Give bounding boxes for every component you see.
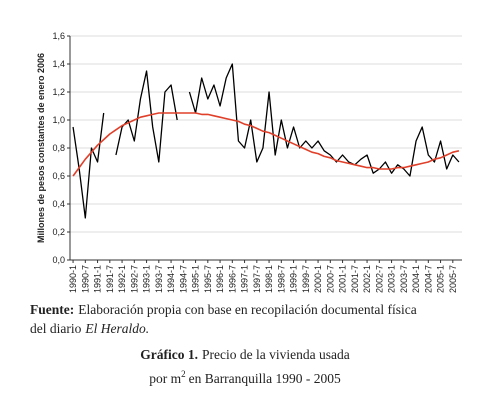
x-tick-label: 1997-7 — [252, 265, 262, 293]
x-tick-label: 1996-1 — [215, 265, 225, 293]
x-tick-label: 1990-7 — [80, 265, 90, 293]
caption-sup: 2 — [181, 369, 186, 379]
x-tick-label: 1999-7 — [301, 265, 311, 293]
x-tick-label: 1992-1 — [117, 265, 127, 293]
x-tick-label: 1991-1 — [93, 265, 103, 293]
caption-text: en Barranquilla 1990 - 2005 — [189, 371, 341, 386]
x-tick-label: 1995-7 — [203, 265, 213, 293]
x-tick-label: 1995-1 — [191, 265, 201, 293]
y-tick-label: 1,6 — [52, 31, 65, 41]
x-tick-label: 2002-1 — [362, 265, 372, 293]
source-note: Fuente: Elaboración propia con base en re… — [30, 302, 417, 317]
x-tick-label: 2004-7 — [423, 265, 433, 293]
y-tick-label: 1,2 — [52, 87, 65, 97]
caption: Gráfico 1. Precio de la vivienda usada — [140, 347, 349, 362]
y-tick-label: 1,4 — [52, 59, 65, 69]
source-text: del diario — [30, 321, 82, 336]
y-tick-label: 0,0 — [52, 255, 65, 265]
y-tick-label: 0,4 — [52, 199, 65, 209]
x-tick-label: 1994-7 — [178, 265, 188, 293]
x-tick-label: 2003-7 — [399, 265, 409, 293]
x-tick-label: 2001-1 — [338, 265, 348, 293]
x-tick-label: 2005-7 — [448, 265, 458, 293]
x-tick-label: 1998-1 — [264, 265, 274, 293]
x-tick-label: 1993-1 — [142, 265, 152, 293]
source-note: del diario El Heraldo. — [30, 321, 149, 336]
y-tick-label: 0,6 — [52, 171, 65, 181]
x-tick-label: 1997-1 — [240, 265, 250, 293]
caption-text: por m — [149, 371, 181, 386]
line-series — [72, 63, 460, 219]
source-italic: El Heraldo. — [84, 321, 149, 336]
line-series — [72, 112, 460, 177]
x-tick-label: 2000-1 — [313, 265, 323, 293]
x-tick-label: 2002-7 — [374, 265, 384, 293]
y-tick-label: 1,0 — [52, 115, 65, 125]
x-tick-label: 1999-1 — [289, 265, 299, 293]
x-tick-label: 2003-1 — [387, 265, 397, 293]
y-tick-label: 0,8 — [52, 143, 65, 153]
x-tick-label: 1990-1 — [68, 265, 78, 293]
x-tick-label: 2000-7 — [325, 265, 335, 293]
caption-text: Precio de la vivienda usada — [202, 347, 350, 362]
caption-label: Gráfico 1. — [140, 347, 198, 362]
x-tick-label: 1992-7 — [129, 265, 139, 293]
x-tick-label: 1991-7 — [105, 265, 115, 293]
y-tick-label: 0,2 — [52, 227, 65, 237]
x-tick-label: 1994-1 — [166, 265, 176, 293]
y-axis-label: Millones de pesos constantes de enero 20… — [36, 53, 46, 243]
x-tick-label: 1998-7 — [276, 265, 286, 293]
x-tick-label: 1993-7 — [154, 265, 164, 293]
x-tick-label: 2005-1 — [436, 265, 446, 293]
caption: por m2 en Barranquilla 1990 - 2005 — [149, 369, 341, 386]
source-text: Elaboración propia con base en recopilac… — [78, 302, 416, 317]
x-tick-label: 2004-1 — [411, 265, 421, 293]
x-tick-label: 2001-7 — [350, 265, 360, 293]
source-label: Fuente: — [30, 302, 74, 317]
x-tick-label: 1996-7 — [227, 265, 237, 293]
